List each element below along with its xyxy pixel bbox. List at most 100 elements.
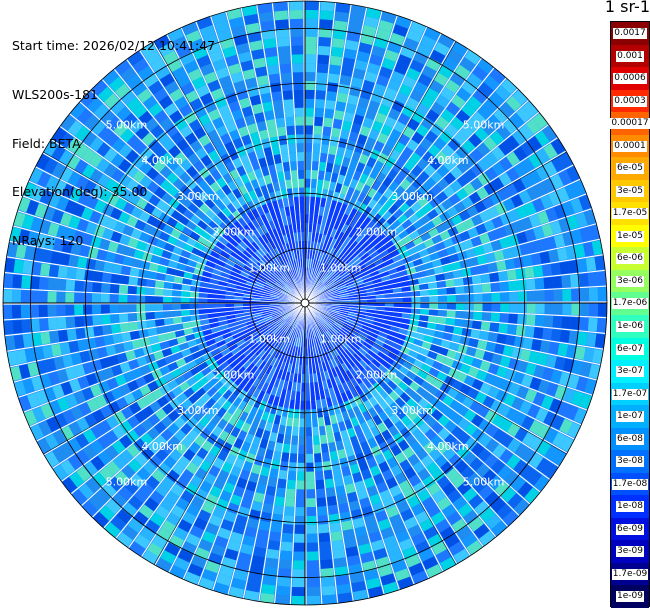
range-gate <box>145 50 162 65</box>
range-gate <box>428 309 439 316</box>
range-gate <box>416 124 430 137</box>
range-gate <box>36 437 52 454</box>
range-gate <box>208 361 219 371</box>
range-gate <box>211 391 222 403</box>
range-gate <box>272 228 280 239</box>
range-gate <box>524 487 540 504</box>
range-gate <box>409 365 421 375</box>
range-gate <box>380 164 392 176</box>
range-gate <box>344 537 357 549</box>
range-gate <box>489 272 500 283</box>
range-gate <box>292 223 298 233</box>
range-gate <box>11 289 22 303</box>
range-gate <box>217 254 228 263</box>
range-gate <box>376 245 387 255</box>
range-gate <box>571 360 584 375</box>
range-gate <box>358 303 368 306</box>
range-gate <box>305 152 312 162</box>
range-gate <box>282 443 291 454</box>
range-gate <box>222 389 233 400</box>
range-gate <box>29 304 39 318</box>
range-gate <box>127 313 138 322</box>
range-gate <box>473 523 490 539</box>
range-gate <box>35 153 51 170</box>
range-gate <box>413 375 425 386</box>
range-gate <box>203 71 218 84</box>
range-gate <box>406 330 417 338</box>
colorbar-step: 1.7e-07 <box>611 382 649 406</box>
range-gate <box>494 202 508 215</box>
range-gate <box>280 264 288 274</box>
range-gate <box>182 321 193 329</box>
range-gate <box>406 29 423 43</box>
range-gate <box>166 158 180 172</box>
range-gate <box>479 360 491 372</box>
range-gate <box>321 234 327 244</box>
range-gate <box>247 151 258 163</box>
range-gate <box>502 198 516 212</box>
range-gate <box>159 340 170 350</box>
range-gate <box>285 334 291 344</box>
range-gate <box>139 482 155 497</box>
range-gate <box>490 239 502 252</box>
range-gate <box>236 319 246 325</box>
range-gate <box>291 170 298 180</box>
range-gate <box>235 230 246 241</box>
range-gate <box>376 378 387 389</box>
range-gate <box>357 308 367 313</box>
range-gate <box>401 219 413 230</box>
range-gate <box>128 276 139 286</box>
range-gate <box>262 101 274 112</box>
ray-gap <box>304 178 581 304</box>
range-gate <box>37 171 51 188</box>
range-gate <box>345 103 357 114</box>
range-gate <box>267 64 280 75</box>
range-gate <box>180 297 190 303</box>
range-gate <box>305 160 312 170</box>
range-gate <box>228 586 245 599</box>
range-gate <box>237 206 247 217</box>
range-gate <box>545 354 557 368</box>
ray-gap <box>304 302 551 481</box>
range-gate <box>522 431 536 447</box>
range-gate <box>315 270 321 280</box>
range-gate <box>335 485 346 496</box>
range-gate <box>302 356 305 366</box>
range-gate <box>315 479 325 490</box>
range-gate <box>278 469 288 480</box>
range-gate <box>315 399 322 409</box>
range-gate <box>448 453 463 467</box>
range-gate <box>226 318 237 324</box>
range-gate <box>312 337 317 347</box>
range-gate <box>295 125 304 135</box>
range-gate <box>68 254 79 267</box>
range-gate <box>273 218 280 229</box>
range-gate <box>233 457 245 469</box>
range-gate <box>333 239 341 249</box>
range-gate <box>155 505 170 520</box>
range-gate <box>279 559 292 570</box>
range-gate <box>196 447 209 460</box>
range-gate <box>528 153 543 169</box>
colorbar-tick-label: 1.7e-05 <box>611 208 649 220</box>
range-gate <box>349 387 359 398</box>
range-gate <box>325 487 336 498</box>
range-gate <box>353 210 363 221</box>
range-gate <box>239 356 249 366</box>
range-gate <box>323 469 333 480</box>
range-gate <box>537 379 550 394</box>
range-gate <box>297 232 302 242</box>
range-gate <box>464 303 474 311</box>
range-gate <box>288 143 296 153</box>
range-gate <box>317 417 325 427</box>
range-gate <box>367 375 377 386</box>
range-gate <box>334 263 343 272</box>
ray-gap <box>212 302 306 591</box>
range-gate <box>110 323 121 334</box>
range-gate <box>166 172 179 185</box>
range-gate <box>4 335 16 351</box>
range-gate <box>344 148 354 160</box>
range-gate <box>273 328 282 337</box>
range-gate <box>394 472 408 485</box>
range-gate <box>223 482 235 494</box>
